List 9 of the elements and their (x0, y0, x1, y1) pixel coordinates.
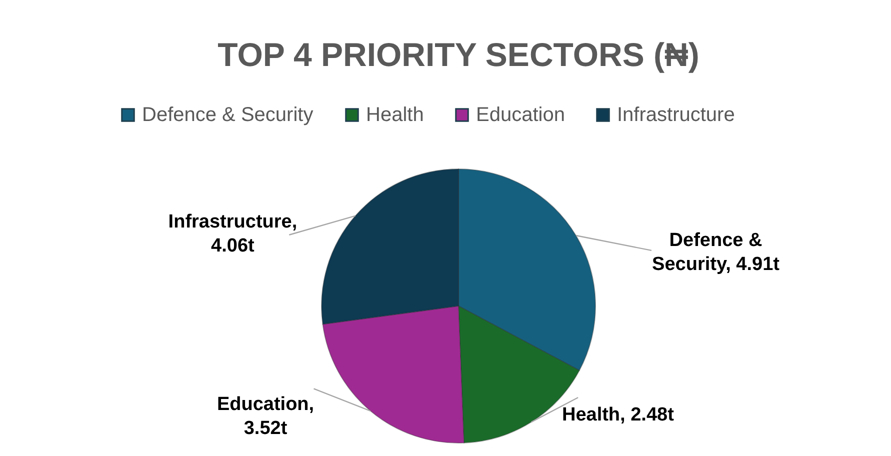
legend-label: Education (476, 104, 565, 126)
legend-label: Infrastructure (617, 104, 735, 126)
data-label: Education, 3.52t (216, 394, 314, 439)
data-label: Infrastructure, 4.06t (168, 212, 298, 257)
chart-title: TOP 4 PRIORITY SECTORS (₦) (218, 36, 700, 73)
data-label: Defence & Security, 4.91t (652, 230, 780, 276)
legend-label: Health (366, 104, 424, 126)
data-label: Health, 2.48t (562, 404, 675, 426)
legend-label: Defence & Security (142, 104, 314, 126)
